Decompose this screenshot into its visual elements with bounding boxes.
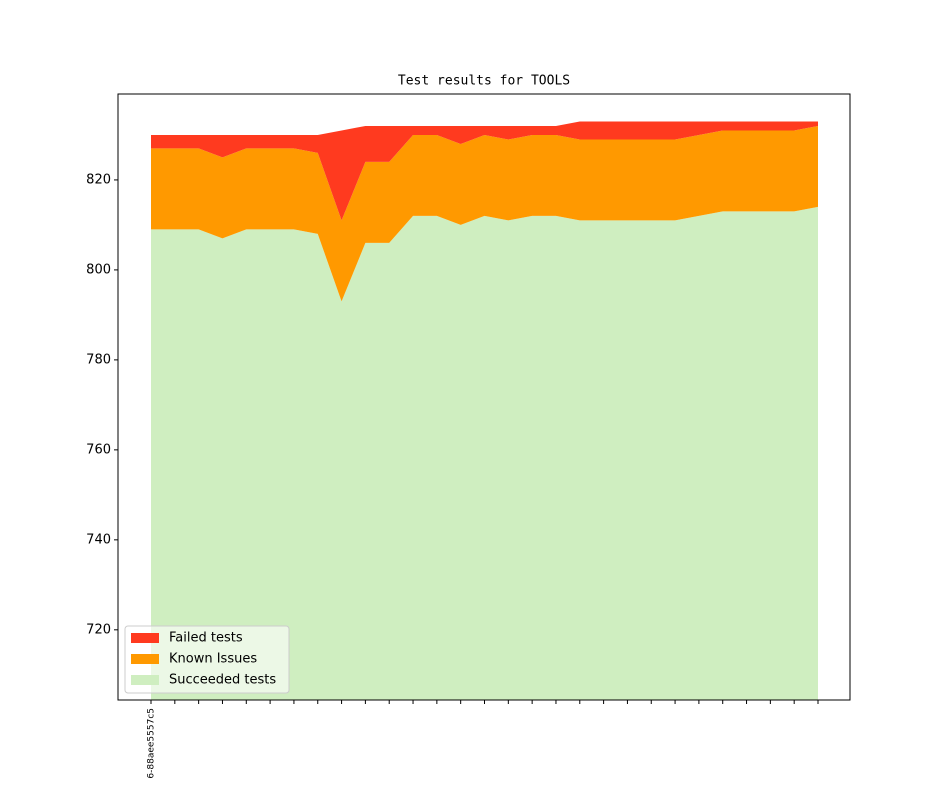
chart-title: Test results for TOOLS: [398, 74, 570, 89]
legend-box: [124, 625, 290, 694]
legend-swatch: [131, 633, 159, 643]
y-tick-label: 800: [86, 262, 111, 277]
area: [151, 206, 818, 700]
y-tick-label: 760: [86, 442, 111, 457]
x-tick-label: 6-88aee5557c5: [147, 708, 157, 779]
y-tick-label: 720: [86, 622, 111, 637]
area: [151, 121, 818, 221]
y-tick-label: 780: [86, 352, 111, 367]
legend-label: Succeeded tests: [169, 673, 276, 688]
legend-swatch: [131, 675, 159, 685]
legend-swatch: [131, 654, 159, 664]
y-tick-label: 740: [86, 532, 111, 547]
legend-label: Known Issues: [169, 652, 257, 667]
legend-label: Failed tests: [169, 631, 243, 646]
legend: Failed tests Known Issues Succeeded tests: [124, 625, 290, 694]
area: [151, 125, 818, 302]
y-tick-label: 820: [86, 172, 111, 187]
